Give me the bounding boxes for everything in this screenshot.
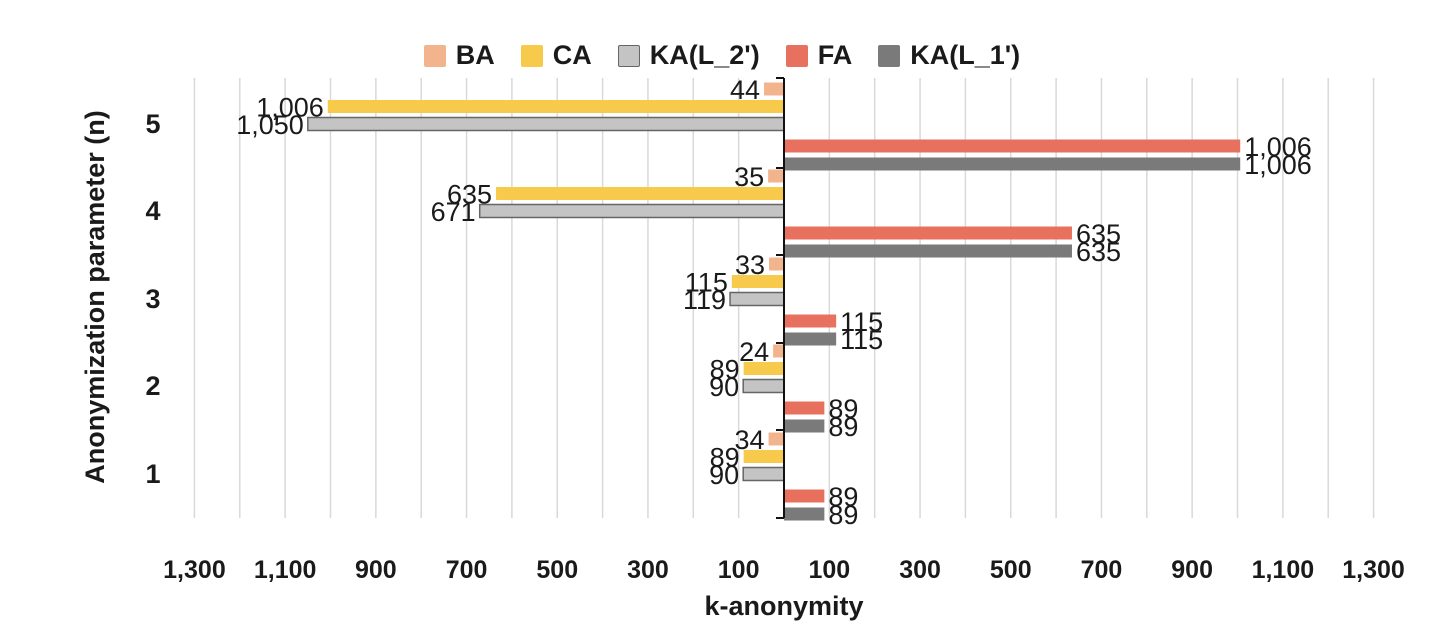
bar-ca [731,275,784,288]
data-label: 89 [828,412,858,442]
axes-layer: 1,300 1,100 900 700 500 300 100 100 300 500 700 900… [145,77,1405,584]
y-tick-label: 5 [145,109,160,139]
legend-label-ka-l2: KA(L_2') [649,40,760,70]
data-label: 119 [683,285,726,315]
data-label: 1,006 [1244,150,1312,180]
bar-ca [496,187,784,200]
y-tick-label: 3 [145,284,160,314]
bar-ba [768,432,784,446]
bar-ka-l-2 [729,291,785,307]
data-label: 635 [1076,219,1121,249]
bar-ka-l-2 [742,466,785,482]
data-label: 1,050 [236,110,304,140]
data-label: 1,006 [1244,132,1312,162]
data-label: 635 [447,180,492,210]
data-label: 89 [710,355,740,385]
bar-ka-l-1 [784,419,825,433]
x-tick-label: 1,300 [163,556,226,584]
bar-ca [327,100,784,113]
legend-swatch-ka-l2 [617,44,640,67]
x-tick-label: 500 [990,556,1032,584]
bars-layer [307,82,1241,521]
bar-fa [784,139,1241,153]
data-labels-layer: 342433354489891156351,00690901196711,050… [236,75,1312,530]
x-tick-label: 500 [536,556,578,584]
legend-item-fa: FA [785,40,853,71]
bar-ka-l-2 [307,116,785,132]
bar-fa [784,489,825,503]
data-label: 44 [730,75,760,105]
data-label: 635 [1076,237,1121,267]
bar-ka-l-2 [742,378,785,394]
legend-item-ca: CA [520,40,592,71]
x-tick-label: 1,300 [1342,556,1405,584]
x-tick-label: 1,100 [1252,556,1315,584]
chart-legend: BA CA KA(L_2') FA KA(L_1') [0,40,1444,71]
bar-ka-l-1 [784,507,825,521]
legend-label-fa: FA [817,40,853,70]
data-label: 671 [431,197,476,227]
x-tick-label: 300 [899,556,941,584]
bar-fa [784,226,1072,240]
y-tick-label: 2 [145,371,160,401]
data-label: 90 [709,372,739,402]
bar-ka-l-1 [784,244,1072,258]
data-label: 24 [739,337,769,367]
data-label: 89 [828,500,858,530]
x-tick-label: 100 [718,556,760,584]
legend-label-ba: BA [455,40,495,70]
y-tick-label: 4 [145,196,160,226]
x-axis-title: k-anonymity [704,591,863,621]
bar-ka-l-1 [784,157,1241,171]
legend-item-ka-l1: KA(L_1') [878,40,1020,71]
legend-label-ka-l1: KA(L_1') [910,40,1021,70]
legend-swatch-ca [520,44,543,67]
x-tick-label: 100 [808,556,850,584]
bar-fa [784,314,837,328]
data-label: 89 [828,394,858,424]
legend-item-ba: BA [423,40,495,71]
legend-label-ca: CA [552,40,592,70]
bar-ka-l-1 [784,332,837,346]
bar-ca [743,362,784,375]
data-label: 33 [735,250,765,280]
bar-ca [743,450,784,463]
x-tick-label: 300 [627,556,669,584]
bar-fa [784,401,825,415]
bar-ba [773,344,784,358]
x-tick-label: 700 [1081,556,1123,584]
data-label: 89 [828,482,858,512]
x-tick-label: 1,100 [254,556,317,584]
bar-ba [764,82,784,96]
bar-ba [768,169,784,183]
x-tick-label: 900 [355,556,397,584]
data-label: 115 [685,268,728,298]
data-label: 34 [735,425,765,455]
data-label: 1,006 [256,93,324,123]
legend-swatch-fa [785,44,808,67]
legend-swatch-ka-l1 [878,44,901,67]
legend-item-ka-l2: KA(L_2') [617,40,760,71]
x-tick-label: 900 [1171,556,1213,584]
data-label: 115 [840,307,883,337]
y-tick-label: 1 [145,459,160,489]
bar-ba [769,257,784,271]
data-label: 35 [734,162,764,192]
x-tick-label: 700 [446,556,488,584]
data-label: 89 [710,443,740,473]
bar-ka-l-2 [478,203,785,219]
y-axis-title: Anonymization parameter (n) [80,110,110,484]
legend-swatch-ba [423,44,446,67]
data-label: 90 [709,460,739,490]
data-label: 115 [840,325,883,355]
